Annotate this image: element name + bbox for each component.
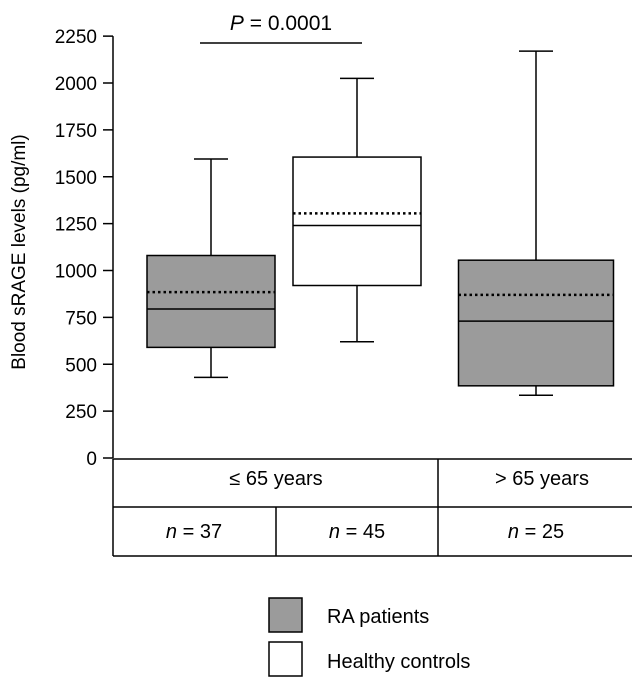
n-label-ra-old: n = 25 [508,521,564,543]
y-axis-label: Blood sRAGE levels (pg/ml) [9,134,30,369]
box-series [146,50,615,396]
n-value: = 37 [177,521,222,543]
y-tick-label: 1750 [55,121,97,142]
legend-label-ra: RA patients [327,606,429,628]
p-value-text: P = 0.0001 [230,12,332,35]
box-iqr [457,259,615,387]
p-value-number: = 0.0001 [244,12,332,35]
y-tick-label: 2250 [55,27,97,48]
y-tick-label: 2000 [55,74,97,95]
group-table: ≤ 65 years > 65 years n = 37 n = 45 n = … [112,458,632,557]
y-tick-label: 1500 [55,168,97,189]
y-tick-label: 250 [65,402,97,423]
p-value-annotation: P = 0.0001 [200,12,362,44]
legend: RA patients Healthy controls [268,597,470,677]
age-group-label-young: ≤ 65 years [229,468,322,490]
n-value: = 25 [519,521,564,543]
box-hc-young [292,77,422,343]
y-tick-label: 500 [65,355,97,376]
n-symbol: n [508,521,519,543]
y-tick-label: 0 [86,449,97,470]
box-ra-old [457,50,615,396]
n-symbol: n [329,521,340,543]
legend-label-hc: Healthy controls [327,651,470,673]
age-group-label-old: > 65 years [495,468,589,490]
n-value: = 45 [340,521,385,543]
y-tick-label: 1250 [55,215,97,236]
box-iqr [292,156,422,287]
y-axis: 0 250 500 750 1000 1250 1500 1750 2000 2250 [55,27,114,470]
legend-swatch-ra [268,597,303,633]
box-ra-young [146,158,276,379]
n-label-hc-young: n = 45 [329,521,385,543]
p-value-symbol: P [230,12,244,35]
y-tick-label: 750 [65,308,97,329]
n-label-ra-young: n = 37 [166,521,222,543]
box-iqr [146,254,276,349]
n-symbol: n [166,521,177,543]
legend-swatch-hc [268,641,303,677]
y-tick-label: 1000 [55,262,97,283]
